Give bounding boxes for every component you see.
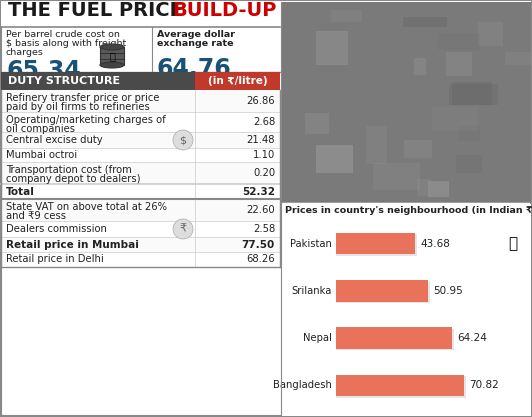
Text: 43.68: 43.68 <box>420 239 450 249</box>
Text: 70.82: 70.82 <box>469 380 499 390</box>
Text: 64.76: 64.76 <box>157 57 232 81</box>
Bar <box>316 145 353 173</box>
Text: DUTY STRUCTURE: DUTY STRUCTURE <box>8 76 120 86</box>
Text: 2.68: 2.68 <box>253 117 275 127</box>
Text: 22.60: 22.60 <box>246 205 275 215</box>
Text: Retail price in Delhi: Retail price in Delhi <box>6 254 104 264</box>
Text: Total: Total <box>6 186 35 196</box>
Bar <box>478 23 503 46</box>
Text: Srilanka: Srilanka <box>292 286 332 296</box>
Text: (in ₹/litre): (in ₹/litre) <box>207 76 267 86</box>
Text: Average dollar: Average dollar <box>157 30 235 39</box>
Bar <box>336 234 417 256</box>
Bar <box>1 90 280 112</box>
Text: 0.20: 0.20 <box>253 168 275 178</box>
Text: 77.50: 77.50 <box>242 239 275 249</box>
Text: THE FUEL PRICE: THE FUEL PRICE <box>8 1 189 20</box>
Text: $ basis along with freight: $ basis along with freight <box>6 39 126 48</box>
Text: Transportation cost (from: Transportation cost (from <box>6 165 132 175</box>
Text: $: $ <box>179 135 187 145</box>
Bar <box>1 1 531 27</box>
FancyBboxPatch shape <box>100 47 124 65</box>
Text: 26.86: 26.86 <box>246 96 275 106</box>
Bar <box>304 113 329 133</box>
Bar <box>336 327 452 349</box>
Ellipse shape <box>100 44 124 50</box>
Text: 52.32: 52.32 <box>242 186 275 196</box>
Bar <box>432 107 478 131</box>
Text: BUILD-UP: BUILD-UP <box>172 1 277 20</box>
Bar <box>1 162 280 184</box>
Bar <box>403 17 447 27</box>
Text: 1.10: 1.10 <box>253 150 275 160</box>
Text: ⛽: ⛽ <box>509 236 518 251</box>
Bar <box>1 132 280 148</box>
Bar <box>404 140 433 158</box>
Bar <box>195 72 280 90</box>
Text: Per barrel crude cost on: Per barrel crude cost on <box>6 30 120 39</box>
Bar <box>458 126 479 141</box>
Bar <box>414 58 426 75</box>
Bar <box>281 2 531 202</box>
Bar <box>336 376 467 397</box>
Bar <box>336 282 430 303</box>
Text: Dealers commission: Dealers commission <box>6 224 107 234</box>
Bar <box>316 31 348 65</box>
Text: oil companies: oil companies <box>6 124 75 134</box>
Bar <box>336 233 415 254</box>
Text: 50.95: 50.95 <box>434 286 463 296</box>
Text: Central excise duty: Central excise duty <box>6 135 103 145</box>
Text: Operating/marketing charges of: Operating/marketing charges of <box>6 115 166 125</box>
Text: company depot to dealers): company depot to dealers) <box>6 174 140 184</box>
Text: Prices in country's neighbourhood (in Indian ₹): Prices in country's neighbourhood (in In… <box>285 206 532 215</box>
Circle shape <box>173 219 193 239</box>
Ellipse shape <box>100 62 124 68</box>
Text: Nepal: Nepal <box>303 333 332 343</box>
Text: 2.58: 2.58 <box>253 224 275 234</box>
Bar <box>366 126 387 164</box>
Text: 68.26: 68.26 <box>246 254 275 264</box>
Text: Mumbai octroi: Mumbai octroi <box>6 150 77 160</box>
Bar <box>336 375 464 396</box>
Bar <box>1 237 280 252</box>
Text: Retail price in Mumbai: Retail price in Mumbai <box>6 239 139 249</box>
Bar <box>504 52 532 65</box>
Bar <box>336 329 454 350</box>
Text: exchange rate: exchange rate <box>157 39 234 48</box>
Bar <box>336 280 428 301</box>
Text: 64.24: 64.24 <box>458 333 487 343</box>
Bar <box>281 2 531 202</box>
Text: paid by oil firms to refineries: paid by oil firms to refineries <box>6 102 149 112</box>
Bar <box>428 181 449 198</box>
Text: State VAT on above total at 26%: State VAT on above total at 26% <box>6 202 167 212</box>
Circle shape <box>173 130 193 150</box>
Text: 65.34: 65.34 <box>6 59 81 83</box>
Bar <box>452 82 492 105</box>
Bar <box>438 33 479 50</box>
Text: Pakistan: Pakistan <box>290 239 332 249</box>
Text: and ₹9 cess: and ₹9 cess <box>6 211 66 221</box>
Bar <box>417 179 430 196</box>
Text: 🔥: 🔥 <box>109 51 115 61</box>
Bar <box>281 204 531 416</box>
Text: Bangladesh: Bangladesh <box>273 380 332 390</box>
Bar <box>331 10 362 23</box>
Text: ₹: ₹ <box>179 224 187 234</box>
Bar <box>373 163 420 190</box>
Text: 21.48: 21.48 <box>246 135 275 145</box>
Bar <box>1 199 280 221</box>
Bar <box>449 84 498 106</box>
Text: charges: charges <box>6 48 44 57</box>
Bar <box>455 155 483 173</box>
Text: Refinery transfer price or price: Refinery transfer price or price <box>6 93 160 103</box>
Bar <box>1 72 195 90</box>
Bar <box>446 52 472 76</box>
